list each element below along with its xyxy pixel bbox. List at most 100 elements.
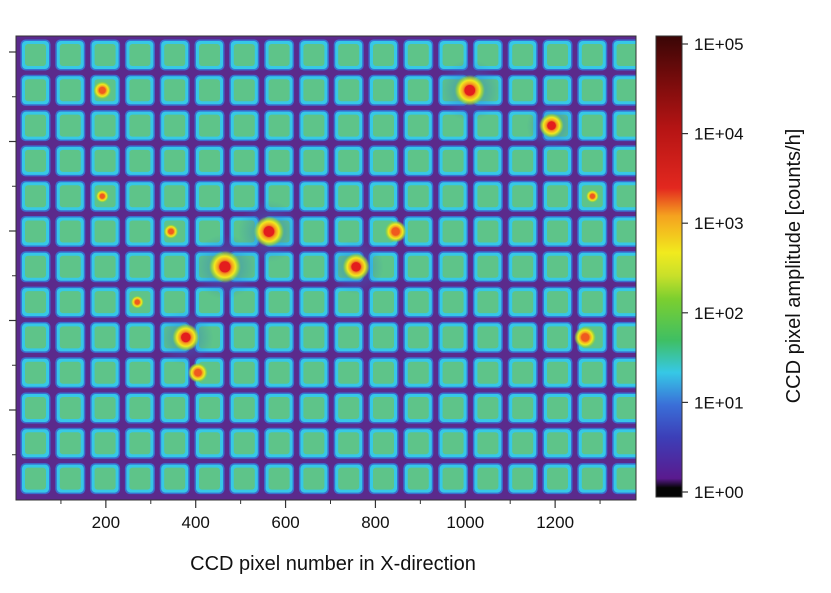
hotspot (581, 333, 590, 342)
x-axis: 200 400 600 800 1000 1200 (60, 500, 601, 532)
pixel-cell (616, 44, 636, 66)
pixel-cell (94, 467, 116, 490)
pixel-cell (442, 114, 464, 137)
colorbar-tick-label: 1E+03 (694, 214, 744, 233)
pixel-cell (233, 79, 255, 102)
pixel-cell (303, 79, 325, 102)
hotspot (590, 193, 595, 199)
pixel-cell (512, 467, 534, 490)
pixel-cell (442, 44, 464, 66)
pixel-cell (373, 44, 394, 66)
pixel-cell (407, 220, 429, 243)
pixel-cell (164, 467, 186, 490)
pixel-cell (164, 255, 186, 278)
pixel-cell (129, 44, 151, 66)
pixel-cells (20, 39, 636, 495)
pixel-cell (373, 185, 394, 208)
pixel-cell (407, 255, 429, 278)
pixel-cell (407, 361, 429, 384)
pixel-cell (512, 255, 534, 278)
pixel-cell (477, 185, 499, 208)
pixel-cell (407, 397, 429, 419)
pixel-cell (129, 326, 151, 349)
pixel-cell (303, 432, 325, 455)
y-axis (9, 51, 16, 456)
pixel-cell (547, 326, 568, 349)
pixel-cell (268, 397, 290, 419)
hotspot (219, 261, 231, 273)
pixel-cell (164, 185, 186, 208)
pixel-cell (268, 149, 290, 172)
pixel-cell (581, 397, 603, 419)
pixel-cell (407, 149, 429, 172)
pixel-cell (616, 291, 636, 314)
pixel-cell (94, 149, 116, 172)
pixel-cell (547, 149, 568, 172)
pixel-cell (616, 361, 636, 384)
pixel-cell (373, 432, 394, 455)
pixel-cell (547, 467, 568, 490)
pixel-cell (442, 185, 464, 208)
pixel-cell (512, 185, 534, 208)
pixel-cell (338, 114, 360, 137)
pixel-cell (407, 326, 429, 349)
pixel-cell (233, 467, 255, 490)
pixel-cell (199, 149, 220, 172)
pixel-cell (199, 79, 220, 102)
pixel-cell (94, 361, 116, 384)
pixel-cell (59, 79, 81, 102)
pixel-cell (477, 291, 499, 314)
pixel-cell (129, 432, 151, 455)
pixel-cell (477, 397, 499, 419)
pixel-cell (25, 44, 46, 66)
pixel-cell (303, 220, 325, 243)
pixel-cell (164, 149, 186, 172)
pixel-cell (25, 361, 46, 384)
pixel-cell (547, 220, 568, 243)
x-tick-label: 1000 (446, 513, 484, 532)
pixel-cell (303, 326, 325, 349)
pixel-cell (373, 149, 394, 172)
pixel-cell (59, 326, 81, 349)
pixel-cell (25, 291, 46, 314)
pixel-cell (233, 361, 255, 384)
pixel-cell (303, 149, 325, 172)
pixel-cell (199, 114, 220, 137)
colorbar-label: CCD pixel amplitude [counts/h] (783, 129, 805, 404)
pixel-cell (547, 361, 568, 384)
pixel-cell (616, 114, 636, 137)
pixel-cell (59, 397, 81, 419)
pixel-cell (233, 291, 255, 314)
pixel-cell (164, 44, 186, 66)
pixel-cell (581, 291, 603, 314)
pixel-cell (233, 432, 255, 455)
pixel-cell (303, 291, 325, 314)
pixel-cell (199, 467, 220, 490)
pixel-cell (338, 291, 360, 314)
pixel-cell (59, 185, 81, 208)
hotspot (391, 227, 400, 236)
pixel-cell (338, 220, 360, 243)
pixel-cell (129, 185, 151, 208)
pixel-cell (25, 185, 46, 208)
pixel-cell (512, 397, 534, 419)
pixel-cell (373, 291, 394, 314)
pixel-cell (442, 220, 464, 243)
pixel-cell (233, 114, 255, 137)
pixel-cell (94, 432, 116, 455)
hotspot (351, 262, 361, 272)
pixel-cell (512, 79, 534, 102)
pixel-cell (616, 220, 636, 243)
pixel-cell (268, 79, 290, 102)
pixel-cell (581, 467, 603, 490)
pixel-cell (129, 397, 151, 419)
pixel-cell (547, 397, 568, 419)
pixel-cell (512, 149, 534, 172)
pixel-cell (338, 326, 360, 349)
pixel-cell (59, 291, 81, 314)
pixel-cell (268, 432, 290, 455)
pixel-cell (616, 185, 636, 208)
pixel-cell (581, 432, 603, 455)
colorbar-ticks: 1E+05 1E+04 1E+03 1E+02 1E+01 1E+00 (682, 35, 744, 502)
pixel-cell (338, 79, 360, 102)
